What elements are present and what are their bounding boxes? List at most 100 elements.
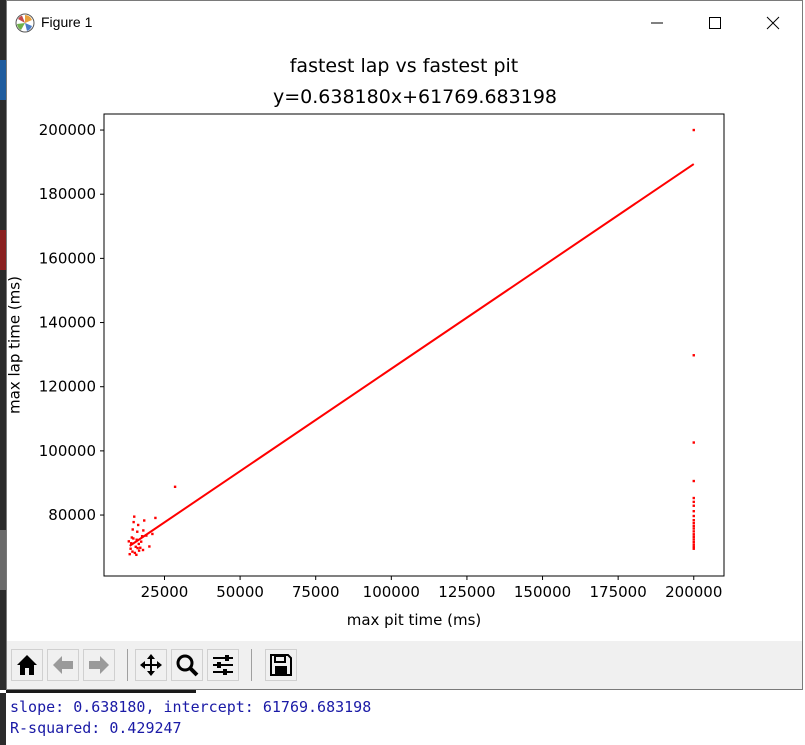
- data-point: [692, 354, 695, 357]
- maximize-icon: [709, 17, 721, 29]
- background-fragment: [0, 230, 6, 270]
- x-tick-label: 100000: [363, 583, 420, 601]
- data-point: [692, 545, 695, 549]
- data-point: [154, 516, 157, 520]
- save-button[interactable]: [265, 649, 297, 681]
- data-point: [692, 479, 695, 483]
- toolbar-separator: [251, 649, 252, 681]
- x-tick-label: 125000: [438, 583, 495, 601]
- data-point: [133, 515, 136, 518]
- desktop-background-strip: [0, 0, 6, 690]
- y-tick-label: 160000: [39, 249, 96, 267]
- data-point: [137, 542, 140, 546]
- y-tick-label: 80000: [48, 506, 96, 524]
- arrow-left-icon: [53, 656, 73, 674]
- x-axis-label: max pit time (ms): [347, 611, 482, 629]
- data-point: [139, 546, 142, 549]
- x-tick-label: 50000: [216, 583, 264, 601]
- console-divider: [6, 690, 196, 693]
- background-fragment: [0, 530, 6, 590]
- data-point: [142, 529, 145, 532]
- data-point: [136, 523, 140, 527]
- data-point: [131, 550, 134, 553]
- window-title: Figure 1: [41, 14, 93, 30]
- console-line-rsquared: R-squared: 0.429247: [10, 719, 182, 737]
- data-point: [136, 546, 139, 550]
- forward-button[interactable]: [83, 649, 115, 681]
- data-point: [131, 528, 134, 531]
- data-point: [133, 551, 137, 555]
- home-icon: [17, 655, 37, 675]
- data-point: [173, 485, 177, 489]
- data-point: [692, 128, 695, 132]
- y-axis-label: max lap time (ms): [7, 276, 24, 414]
- data-point: [692, 533, 695, 536]
- data-point: [692, 500, 695, 504]
- x-axis: 25000 50000 75000 100000 125000 150000 175000 2…: [141, 576, 722, 601]
- data-point: [140, 540, 143, 543]
- data-point: [692, 538, 695, 541]
- zoom-button[interactable]: [171, 649, 203, 681]
- data-point: [692, 530, 695, 533]
- home-button[interactable]: [11, 649, 43, 681]
- plot-marks: [127, 128, 695, 557]
- navigation-toolbar: [7, 641, 802, 689]
- plot-frame: [103, 113, 725, 577]
- figure-window: Figure 1 fastest lap vs fastest pit y=0.…: [6, 0, 803, 690]
- data-point: [692, 521, 695, 525]
- toolbar-separator: [127, 649, 128, 681]
- data-point: [128, 552, 131, 556]
- data-point: [137, 549, 141, 552]
- scatter-chart[interactable]: fastest lap vs fastest pit y=0.638180x+6…: [6, 45, 802, 641]
- data-point: [692, 540, 695, 544]
- floppy-icon: [270, 654, 292, 676]
- data-point: [140, 535, 144, 538]
- minimize-icon: [651, 22, 663, 24]
- chart-title: fastest lap vs fastest pit: [290, 55, 519, 77]
- y-tick-label: 200000: [39, 121, 96, 139]
- y-tick-label: 140000: [39, 314, 96, 332]
- data-point: [136, 530, 139, 533]
- data-point: [151, 532, 154, 536]
- magnifier-icon: [176, 654, 199, 677]
- data-point: [141, 548, 145, 552]
- data-point: [692, 509, 695, 513]
- x-tick-label: 200000: [665, 583, 722, 601]
- data-point: [692, 518, 695, 522]
- data-point: [130, 542, 133, 545]
- y-tick-label: 180000: [39, 185, 96, 203]
- matplotlib-logo-icon: [15, 13, 35, 33]
- data-point: [692, 496, 695, 500]
- data-point: [692, 543, 695, 546]
- back-button[interactable]: [47, 649, 79, 681]
- data-point: [692, 514, 695, 518]
- configure-subplots-button[interactable]: [207, 649, 239, 681]
- data-point: [148, 545, 151, 548]
- plot-canvas[interactable]: fastest lap vs fastest pit y=0.638180x+6…: [6, 45, 802, 641]
- data-point: [135, 538, 138, 541]
- chart-subtitle: y=0.638180x+61769.683198: [273, 86, 557, 108]
- pan-button[interactable]: [135, 649, 167, 681]
- move-icon: [140, 654, 162, 676]
- data-point: [129, 547, 132, 550]
- arrow-right-icon: [89, 656, 109, 674]
- x-tick-label: 175000: [590, 583, 647, 601]
- data-point: [132, 520, 135, 524]
- data-point: [692, 547, 695, 550]
- close-button[interactable]: [744, 1, 802, 45]
- minimize-button[interactable]: [628, 1, 686, 45]
- x-tick-label: 25000: [141, 583, 189, 601]
- title-bar[interactable]: Figure 1: [7, 1, 802, 45]
- background-fragment: [0, 60, 6, 100]
- close-icon: [766, 16, 780, 30]
- data-point: [692, 441, 695, 444]
- y-tick-label: 120000: [39, 378, 96, 396]
- data-point: [692, 527, 695, 530]
- data-point: [692, 535, 695, 539]
- y-tick-label: 100000: [39, 442, 96, 460]
- data-point: [143, 519, 146, 522]
- data-point: [127, 540, 130, 543]
- maximize-button[interactable]: [686, 1, 744, 45]
- data-point: [134, 545, 137, 549]
- sliders-icon: [213, 655, 233, 675]
